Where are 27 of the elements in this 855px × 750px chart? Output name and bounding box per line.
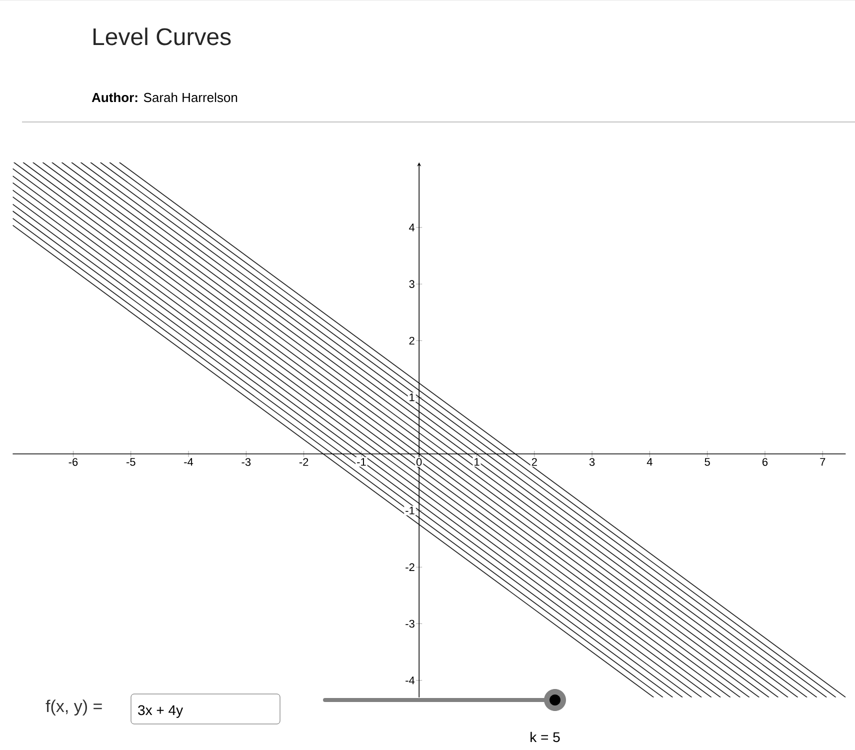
x-tick-label: 1 bbox=[474, 458, 480, 466]
x-tick-label: 2 bbox=[532, 458, 537, 466]
x-tick-label: 5 bbox=[704, 458, 710, 466]
text: f(x, y) = bbox=[46, 700, 102, 716]
x-tick-label: -3 bbox=[242, 458, 251, 466]
y-tick-label: -4 bbox=[406, 676, 415, 684]
x-tick-label: -5 bbox=[126, 458, 136, 466]
x-tick-label: 6 bbox=[762, 458, 768, 466]
y-tick-label: -3 bbox=[406, 620, 414, 628]
x-tick-label: 7 bbox=[820, 458, 826, 466]
y-tick-label: 2 bbox=[409, 336, 414, 345]
x-tick-label: 0 bbox=[416, 458, 422, 466]
y-tick-label: 1 bbox=[410, 394, 414, 402]
x-tick-label: -2 bbox=[299, 458, 308, 466]
x-tick-label: -4 bbox=[184, 458, 194, 466]
chart-title: Level Curves bbox=[94, 28, 231, 46]
y-tick-label: -2 bbox=[406, 563, 414, 571]
text: k = 5 bbox=[530, 732, 560, 742]
x-tick-label: 3 bbox=[589, 458, 595, 466]
x-tick-label: -1 bbox=[357, 458, 366, 466]
y-tick-label: -1 bbox=[406, 506, 414, 514]
y-tick-label: 4 bbox=[409, 224, 415, 232]
y-tick-label: 3 bbox=[409, 280, 414, 288]
text: 3x + 4y bbox=[138, 705, 184, 718]
chart-subtitle: Author: Sarah Harrelson bbox=[92, 92, 238, 102]
x-tick-label: -6 bbox=[68, 458, 78, 466]
x-tick-label: 4 bbox=[646, 458, 652, 466]
